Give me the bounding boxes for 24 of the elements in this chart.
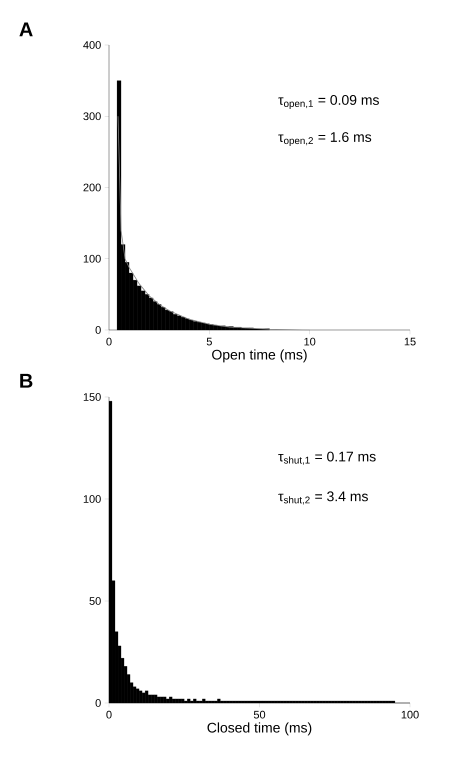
y-tick-label: 300 — [83, 112, 101, 120]
x-tick-label: 15 — [404, 338, 416, 346]
annotation: τ$_{shut,2}$ = 3.4 ms — [278, 491, 368, 505]
x-axis-title: Open time (ms) — [212, 349, 307, 362]
x-tick-label: 5 — [206, 338, 212, 346]
x-tick-label: 100 — [402, 710, 419, 719]
x-tick-label: 0 — [106, 338, 112, 346]
x-tick-label: 10 — [304, 338, 316, 346]
x-axis-title: Closed time (ms) — [208, 722, 312, 736]
y-tick-label: 150 — [84, 393, 101, 401]
annotation: τ$_{open,2}$ = 1.6 ms — [278, 132, 372, 146]
x-tick-label: 50 — [254, 710, 266, 719]
y-tick-label: 50 — [89, 597, 101, 605]
x-tick-label: 0 — [106, 710, 112, 719]
y-tick-label: 100 — [84, 495, 101, 503]
y-tick-label: 200 — [83, 184, 101, 192]
text: B — [20, 374, 32, 388]
y-tick-label: 0 — [96, 326, 101, 334]
annotation: τ$_{shut,1}$ = 0.17 ms — [278, 452, 376, 465]
y-tick-label: 100 — [84, 254, 101, 263]
annotation: τ$_{open,1}$ = 0.09 ms — [278, 95, 379, 109]
y-tick-label: 0 — [96, 699, 101, 707]
text: A — [19, 22, 33, 36]
y-tick-label: 400 — [83, 41, 101, 49]
